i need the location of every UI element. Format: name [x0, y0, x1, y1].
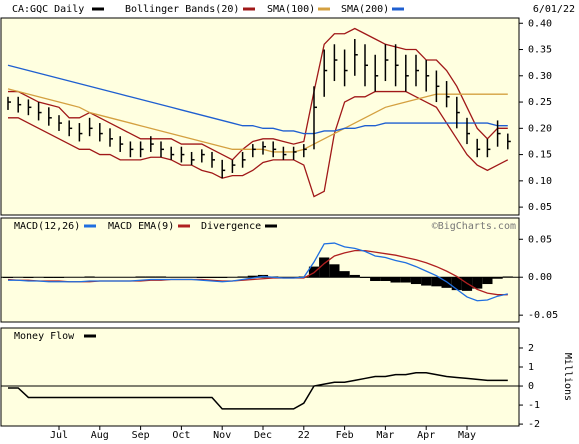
divergence-bar: [135, 276, 146, 278]
divergence-bar: [155, 276, 167, 278]
legend-label: MACD(12,26): [14, 221, 80, 232]
legend-label: SMA(100): [267, 4, 315, 15]
divergence-bar: [145, 276, 156, 278]
y-tick-label: 0.30: [528, 71, 552, 82]
y-axis-label: Millions: [562, 353, 573, 401]
divergence-bar: [53, 277, 65, 278]
y-tick-label: 0.15: [528, 150, 552, 161]
divergence-bar: [84, 276, 95, 278]
x-tick-label: Nov: [213, 430, 231, 441]
divergence-bar: [206, 277, 218, 278]
y-tick-label: 0.40: [528, 18, 552, 29]
x-tick-label: Sep: [132, 430, 150, 441]
divergence-bar: [472, 277, 483, 289]
legend-label: CA:GQC Daily: [12, 4, 84, 15]
sma-line: [7, 64, 508, 135]
x-tick-label: Oct: [172, 430, 190, 441]
divergence-bar: [410, 277, 422, 285]
y-tick-label: -2: [528, 419, 540, 430]
x-tick-label: Apr: [417, 430, 435, 441]
y-tick-label: 0.25: [528, 97, 552, 108]
sma-line: [7, 88, 508, 153]
divergence-bar: [237, 276, 248, 278]
y-tick-label: 0.05: [528, 234, 552, 245]
money-flow-panel: [0, 327, 520, 427]
divergence-bar: [451, 277, 462, 291]
bollinger-lower: [8, 90, 509, 198]
y-tick-label: 1: [528, 362, 534, 373]
price-panel: [0, 17, 520, 216]
divergence-bar: [421, 277, 432, 286]
divergence-bar: [390, 277, 401, 283]
divergence-bar: [359, 277, 371, 278]
y-tick-label: 0: [528, 381, 534, 392]
divergence-bar: [329, 264, 340, 278]
divergence-bar: [370, 277, 381, 282]
divergence-bar: [502, 276, 513, 278]
divergence-bar: [217, 277, 228, 278]
legend-label: Money Flow: [14, 331, 75, 342]
x-tick-label: Aug: [91, 430, 109, 441]
x-tick-label: Dec: [254, 430, 272, 441]
legend-label: Divergence: [201, 221, 261, 232]
macd-line: [8, 242, 508, 302]
x-tick-label: May: [458, 430, 476, 441]
divergence-bar: [196, 277, 207, 278]
divergence-bar: [43, 277, 54, 278]
divergence-bar: [349, 274, 360, 278]
x-tick-label: Jul: [50, 430, 68, 441]
divergence-bar: [339, 271, 350, 278]
money-flow-line: [8, 371, 508, 410]
divergence-bar: [492, 277, 503, 279]
legend-label: MACD EMA(9): [108, 221, 174, 232]
y-tick-label: 0.20: [528, 123, 552, 134]
divergence-bar: [319, 257, 330, 278]
x-tick-label: Mar: [376, 430, 394, 441]
y-tick-label: 2: [528, 343, 534, 354]
divergence-bar: [482, 277, 493, 285]
x-tick-label: 22: [298, 430, 310, 441]
y-tick-label: 0.05: [528, 202, 552, 213]
divergence-bar: [247, 275, 258, 278]
y-tick-label: -1: [528, 400, 540, 411]
legend-label: SMA(200): [341, 4, 389, 15]
legend-label: Bollinger Bands(20): [125, 4, 239, 15]
x-tick-label: Feb: [336, 430, 354, 441]
date-label: 6/01/22: [533, 4, 575, 15]
y-tick-label: 0.00: [528, 272, 552, 283]
divergence-bar: [461, 277, 473, 291]
divergence-bar: [380, 277, 391, 282]
y-tick-label: 0.35: [528, 45, 552, 56]
macd-panel: [0, 217, 520, 323]
divergence-bar: [400, 277, 411, 283]
divergence-bar: [431, 277, 442, 287]
y-tick-label: -0.05: [528, 310, 558, 321]
divergence-bar: [23, 277, 34, 278]
annotation: ©BigCharts.com: [432, 221, 516, 232]
divergence-bar: [2, 277, 14, 278]
y-tick-label: 0.10: [528, 176, 552, 187]
